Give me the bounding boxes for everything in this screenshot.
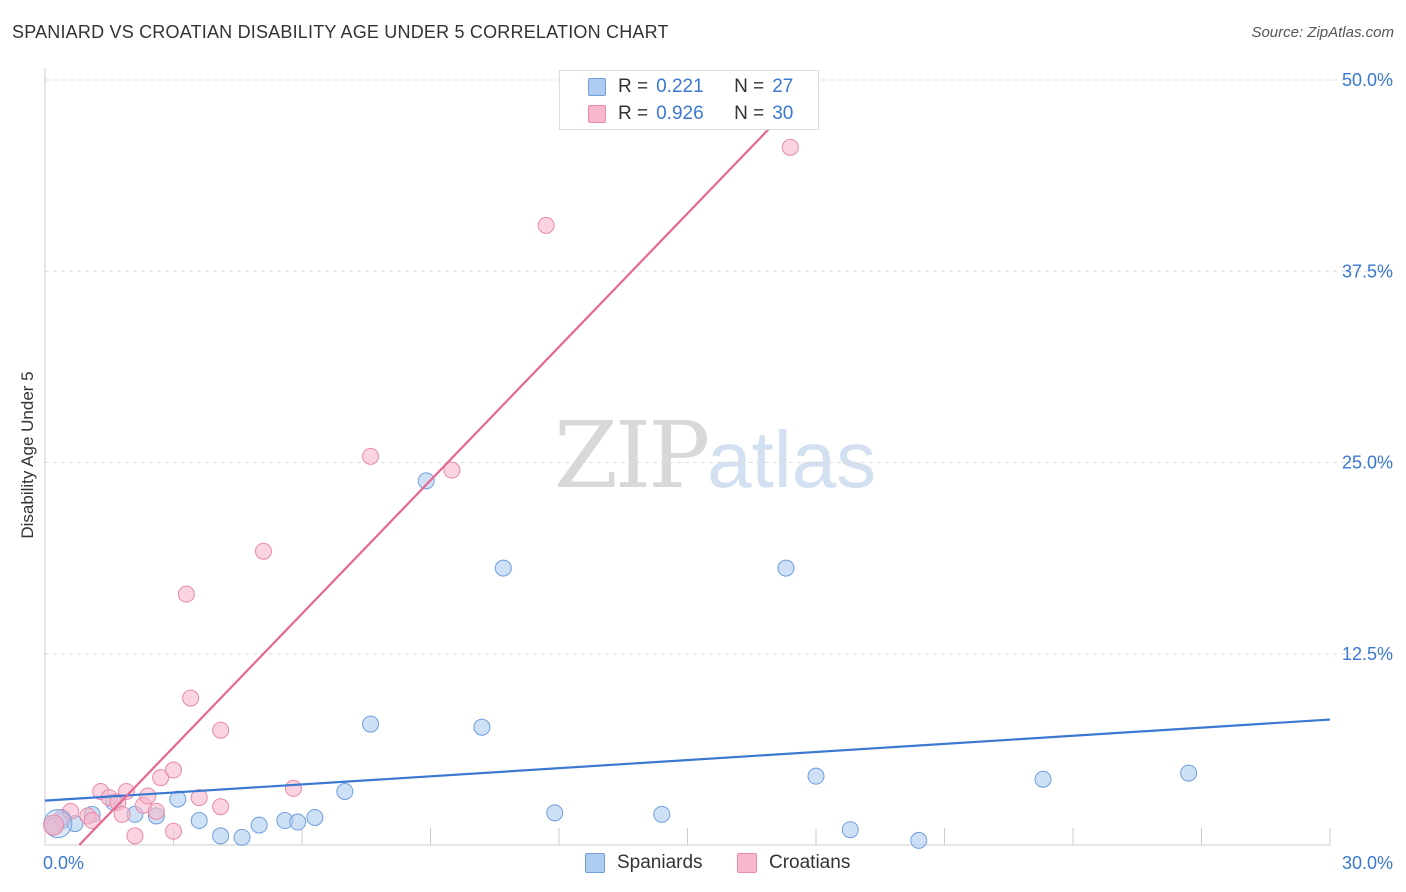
- n-value: 27: [772, 76, 794, 97]
- croatians-point: [83, 812, 101, 830]
- croatians-point: [362, 447, 380, 465]
- croatians-point: [165, 822, 182, 840]
- croatians-point: [190, 789, 208, 807]
- spaniards-point: [250, 816, 268, 834]
- y-tick-label: 37.5%: [1342, 261, 1393, 281]
- n-value: 30: [772, 103, 794, 124]
- spaniards-point: [910, 831, 928, 849]
- spaniards-trend-line: [44, 718, 1331, 802]
- legend-row-croatians: R = 0.926 N = 30: [560, 101, 793, 127]
- croatians-point: [147, 802, 165, 820]
- croatians-point: [62, 802, 80, 820]
- r-label: R =: [618, 103, 649, 124]
- r-value: 0.221: [656, 76, 704, 97]
- r-value: 0.926: [656, 103, 704, 124]
- croatians-point: [177, 585, 195, 603]
- points-layer: [43, 138, 1198, 849]
- spaniards-point: [289, 813, 307, 831]
- croatians-point: [113, 805, 131, 823]
- spaniards-point: [841, 821, 859, 839]
- x-tick-label: 0.0%: [43, 853, 84, 873]
- spaniards-point: [807, 767, 825, 785]
- spaniards-point: [306, 808, 324, 826]
- spaniards-point: [653, 805, 671, 823]
- legend-row-spaniards: R = 0.221 N = 27: [560, 74, 793, 100]
- croatians-point: [165, 761, 182, 779]
- axis-layer: [44, 68, 1331, 846]
- series-legend: Spaniards Croatians: [0, 852, 1406, 878]
- croatians-point: [139, 787, 157, 805]
- spaniards-point: [190, 812, 208, 830]
- spaniards-swatch: [585, 853, 605, 873]
- y-tick-label: 25.0%: [1342, 453, 1393, 473]
- trend-layer: [44, 79, 1331, 846]
- spaniards-point: [169, 790, 187, 808]
- croatians-point: [254, 542, 272, 560]
- source-credit: Source: ZipAtlas.com: [1251, 24, 1394, 41]
- croatians-point: [126, 827, 144, 845]
- croatians-point: [212, 798, 230, 816]
- croatians-point: [781, 138, 799, 156]
- n-label: N =: [734, 76, 765, 97]
- croatians-swatch: [737, 853, 757, 873]
- legend-item-croatians[interactable]: Croatians: [737, 852, 850, 874]
- spaniards-point: [233, 828, 251, 846]
- tick-label-layer: 12.5% 25.0% 37.5% 50.0% 0.0% 30.0%: [43, 70, 1393, 873]
- spaniards-point: [1034, 770, 1052, 788]
- x-tick-label: 30.0%: [1342, 853, 1393, 873]
- spaniards-point: [417, 472, 435, 490]
- y-tick-label: 12.5%: [1342, 644, 1393, 664]
- spaniards-point: [546, 804, 564, 822]
- grid-layer: [45, 79, 1392, 655]
- r-label: R =: [618, 76, 649, 97]
- n-label: N =: [734, 103, 765, 124]
- croatians-swatch: [588, 105, 606, 123]
- croatians-cluster-point: [43, 814, 65, 836]
- spaniards-point: [336, 782, 354, 800]
- croatians-point: [537, 216, 555, 234]
- spaniards-point: [494, 559, 512, 577]
- spaniards-point: [1180, 764, 1198, 782]
- legend-label-spaniards: Spaniards: [617, 852, 703, 873]
- croatians-point: [284, 779, 302, 797]
- croatians-point: [152, 769, 170, 787]
- spaniards-point: [212, 827, 230, 845]
- spaniards-swatch: [588, 78, 606, 96]
- correlation-legend: R = 0.221 N = 27 R = 0.926 N = 30: [559, 70, 819, 130]
- spaniards-point: [473, 718, 491, 736]
- spaniards-point: [362, 715, 380, 733]
- croatians-point: [443, 461, 461, 479]
- chart-title: SPANIARD VS CROATIAN DISABILITY AGE UNDE…: [12, 22, 669, 42]
- croatians-point: [212, 721, 230, 739]
- croatians-point: [182, 689, 200, 707]
- y-tick-label: 50.0%: [1342, 70, 1393, 90]
- spaniards-point: [777, 559, 795, 577]
- legend-label-croatians: Croatians: [769, 852, 851, 873]
- legend-item-spaniards[interactable]: Spaniards: [585, 852, 703, 874]
- croatians-trend-line: [78, 79, 817, 846]
